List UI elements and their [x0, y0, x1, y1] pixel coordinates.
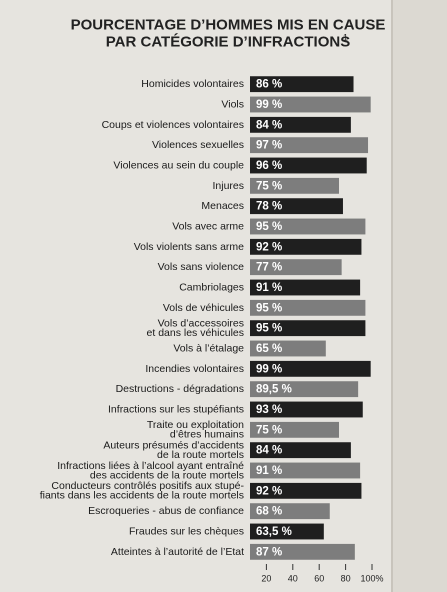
value-label: 91 % [256, 282, 282, 294]
category-label: Traite ou exploitation d’êtres humains [147, 419, 244, 441]
bar [250, 116, 351, 133]
value-label: 84 % [256, 445, 282, 457]
bar [250, 299, 366, 316]
x-tick-label: 100% [360, 573, 383, 583]
bar [250, 401, 363, 418]
value-label: 92 % [256, 485, 282, 497]
bar [250, 137, 369, 154]
category-label: Homicides volontaires [141, 78, 244, 90]
value-label: 91 % [256, 465, 282, 477]
bar [250, 320, 366, 337]
value-label: 75 % [256, 180, 282, 192]
bar [250, 381, 359, 398]
bar [250, 360, 371, 377]
value-label: 87 % [256, 546, 282, 558]
category-label: Violences sexuelles [152, 139, 244, 151]
bar [250, 279, 361, 296]
value-label: 99 % [256, 99, 282, 111]
category-label: Infractions sur les stupéfiants [108, 403, 244, 415]
value-label: 63,5 % [256, 526, 292, 538]
value-label: 97 % [256, 140, 282, 152]
value-label: 93 % [256, 404, 282, 416]
value-label: 89,5 % [256, 384, 292, 396]
title-superscript: 1 [343, 32, 348, 42]
category-label: Auteurs présumés d’accidents de la route … [103, 439, 244, 461]
category-label: Viols [221, 98, 244, 110]
category-label: Atteintes à l’autorité de l’Etat [111, 546, 244, 558]
category-label: Destructions - dégradations [116, 383, 244, 395]
category-label: Vols d’accessoires et dans les véhicules [147, 317, 244, 339]
category-label: Cambriolages [179, 281, 244, 293]
category-label: Conducteurs contrôlés positifs aux stupé… [40, 480, 245, 502]
bar [250, 198, 343, 215]
bar [250, 238, 362, 255]
bar [250, 96, 371, 113]
bar [250, 76, 354, 93]
bar [250, 482, 362, 499]
value-label: 95 % [256, 323, 282, 335]
category-label: Vols sans violence [158, 261, 245, 273]
value-label: 77 % [256, 262, 282, 274]
x-tick-label: 80 [341, 573, 351, 583]
category-label: Vols avec arme [172, 220, 244, 232]
bar [250, 218, 366, 235]
bar [250, 503, 330, 520]
value-label: 78 % [256, 201, 282, 213]
category-label: Incendies volontaires [145, 363, 244, 375]
bar [250, 462, 361, 479]
x-tick-label: 40 [288, 573, 298, 583]
category-label: Infractions liées à l’alcool ayant entra… [57, 460, 244, 482]
x-tick-label: 60 [314, 573, 324, 583]
category-label: Escroqueries - abus de confiance [88, 505, 244, 517]
value-label: 95 % [256, 302, 282, 314]
category-label: Violences au sein du couple [113, 159, 244, 171]
value-label: 92 % [256, 241, 282, 253]
chart-title: POURCENTAGE D’HOMMES MIS EN CAUSE PAR CAT… [71, 16, 386, 50]
x-tick-label: 20 [261, 573, 271, 583]
bar [250, 442, 351, 459]
facing-page [392, 0, 447, 592]
category-label: Injures [212, 180, 244, 192]
category-label: Vols de véhicules [163, 302, 244, 314]
value-label: 65 % [256, 343, 282, 355]
bar [250, 157, 367, 174]
value-label: 84 % [256, 119, 282, 131]
value-label: 75 % [256, 424, 282, 436]
bar [250, 177, 339, 194]
category-label: Fraudes sur les chèques [129, 525, 244, 537]
category-label: Vols violents sans arme [134, 241, 244, 253]
value-label: 99 % [256, 363, 282, 375]
value-label: 86 % [256, 79, 282, 91]
bar [250, 259, 342, 276]
value-label: 68 % [256, 506, 282, 518]
bar [250, 543, 355, 560]
value-label: 95 % [256, 221, 282, 233]
bar [250, 421, 339, 438]
category-label: Vols à l’étalage [173, 342, 244, 354]
bar [250, 340, 326, 357]
category-label: Menaces [201, 200, 244, 212]
bar [250, 523, 324, 540]
value-label: 96 % [256, 160, 282, 172]
category-label: Coups et violences volontaires [102, 119, 244, 131]
